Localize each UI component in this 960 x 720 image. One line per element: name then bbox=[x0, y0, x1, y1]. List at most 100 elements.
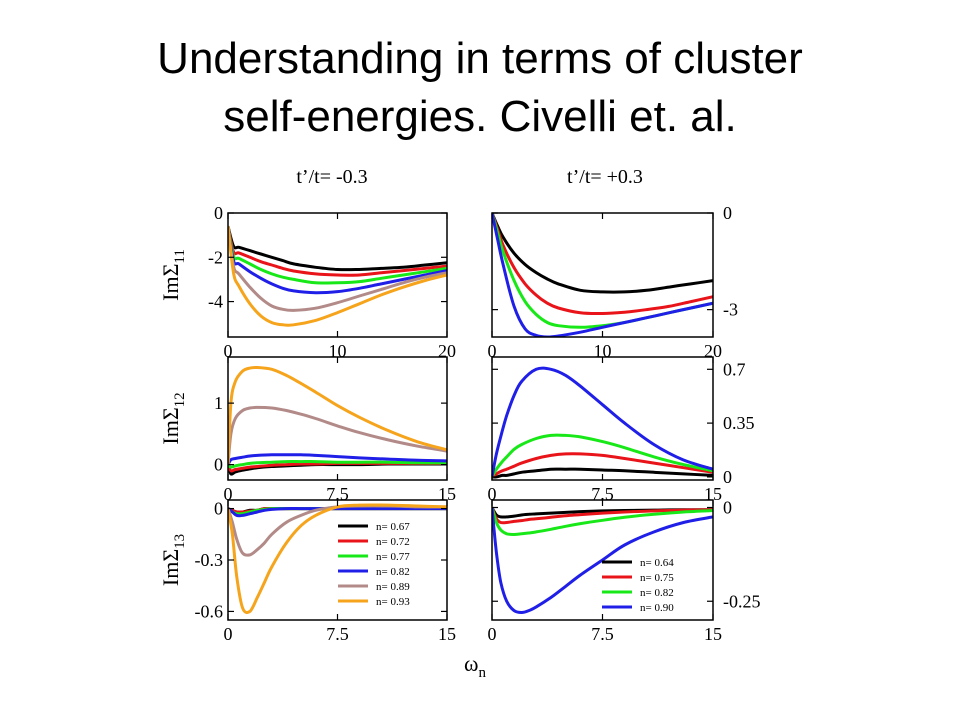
x-tick-label: 0 bbox=[224, 484, 233, 504]
x-tick-label: 7.5 bbox=[591, 624, 614, 644]
x-tick-label: 0 bbox=[488, 341, 497, 361]
y-tick-label: 0 bbox=[723, 498, 732, 518]
panel-right-middle: 0 7.5 15 0.7 0.35 0 bbox=[488, 356, 755, 504]
series-line-1 bbox=[492, 467, 713, 479]
x-axis-label-sub: n bbox=[478, 665, 486, 681]
y-axis-label: ImΣ12 bbox=[158, 392, 188, 444]
y-axis-label-sub: 11 bbox=[172, 249, 188, 263]
legend-label: n= 0.93 bbox=[376, 596, 410, 608]
legend-label: n= 0.72 bbox=[376, 536, 410, 548]
series-line-1 bbox=[492, 213, 713, 294]
legend-label: n= 0.90 bbox=[640, 602, 674, 614]
series-line-3 bbox=[228, 460, 447, 469]
x-axis-label-main: ω bbox=[464, 651, 478, 676]
x-tick-label: 15 bbox=[704, 484, 722, 504]
series-line-2 bbox=[492, 506, 713, 525]
legend-label: n= 0.67 bbox=[376, 521, 410, 533]
y-tick-label: 0.35 bbox=[723, 413, 755, 433]
x-tick-label: 10 bbox=[329, 341, 347, 361]
series-group bbox=[228, 503, 447, 615]
x-tick-label: 15 bbox=[704, 624, 722, 644]
y-axis-label-main: ImΣ bbox=[158, 264, 183, 301]
legend-label: n= 0.64 bbox=[640, 557, 674, 569]
column-title-right: t’/t= +0.3 bbox=[567, 166, 643, 188]
slide-title-line-2: self-energies. Civelli et. al. bbox=[223, 92, 737, 141]
panel-left-middle: 0 7.5 15 0 1 ImΣ12 bbox=[158, 356, 456, 504]
series-line-4 bbox=[228, 507, 447, 518]
series-line-2 bbox=[228, 461, 447, 473]
series-group bbox=[228, 365, 447, 476]
series-group bbox=[228, 225, 447, 327]
series-line-4 bbox=[492, 366, 713, 478]
y-tick-label: -0.25 bbox=[723, 591, 761, 611]
series-group bbox=[492, 506, 713, 614]
y-tick-label: -2 bbox=[208, 247, 223, 267]
y-tick-label: -4 bbox=[208, 292, 223, 312]
x-tick-label: 0 bbox=[488, 624, 497, 644]
y-axis-label-main: ImΣ bbox=[158, 407, 183, 444]
y-axis-label-sub: 13 bbox=[172, 534, 188, 549]
y-tick-label: 0 bbox=[214, 203, 223, 223]
panel-right-top: 0 10 20 0 -3 bbox=[488, 203, 739, 361]
y-tick-label: 0 bbox=[723, 203, 732, 223]
series-line-2 bbox=[228, 225, 447, 277]
series-line-3 bbox=[492, 507, 713, 536]
series-line-4 bbox=[492, 213, 713, 337]
legend-label: n= 0.82 bbox=[376, 566, 410, 578]
series-line-1 bbox=[228, 225, 447, 272]
panel-right-bottom: 0 7.5 15 0 -0.25 n= 0.64 n= 0.75 n= 0.82 n= 0.90 bbox=[488, 498, 761, 645]
series-line-5 bbox=[228, 504, 447, 557]
panel-left-top: 0 10 20 0 -2 -4 ImΣ11 bbox=[158, 203, 456, 361]
y-tick-label: -0.6 bbox=[195, 601, 224, 621]
y-tick-label: 0 bbox=[214, 499, 223, 519]
y-axis-label-sub: 12 bbox=[172, 392, 188, 407]
legend-label: n= 0.82 bbox=[640, 587, 674, 599]
y-axis-label-main: ImΣ bbox=[158, 549, 183, 586]
x-tick-label: 7.5 bbox=[326, 484, 349, 504]
plot-frame bbox=[491, 212, 714, 338]
series-group bbox=[492, 213, 713, 337]
legend-label: n= 0.89 bbox=[376, 581, 410, 593]
y-tick-label: 0 bbox=[723, 467, 732, 487]
column-title-left: t’/t= -0.3 bbox=[296, 166, 367, 188]
x-axis-label: ωn bbox=[464, 651, 486, 681]
x-tick-label: 20 bbox=[438, 341, 456, 361]
x-tick-label: 0 bbox=[488, 484, 497, 504]
series-line-3 bbox=[492, 433, 713, 478]
series-line-6 bbox=[228, 503, 447, 615]
x-tick-label: 15 bbox=[438, 624, 456, 644]
y-tick-label: -3 bbox=[723, 300, 738, 320]
series-line-6 bbox=[228, 226, 447, 327]
slide-title-line-1: Understanding in terms of cluster bbox=[157, 34, 803, 83]
series-line-5 bbox=[228, 405, 447, 465]
series-line-4 bbox=[492, 507, 713, 614]
x-tick-label: 7.5 bbox=[326, 624, 349, 644]
series-line-6 bbox=[228, 365, 447, 465]
x-tick-label: 0 bbox=[224, 341, 233, 361]
x-tick-label: 20 bbox=[704, 341, 722, 361]
y-tick-label: 1 bbox=[214, 393, 223, 413]
series-line-4 bbox=[228, 453, 447, 466]
legend-label: n= 0.77 bbox=[376, 551, 410, 563]
plot-frame bbox=[227, 499, 448, 621]
slide-title: Understanding in terms of cluster self-e… bbox=[0, 30, 960, 146]
x-tick-label: 15 bbox=[438, 484, 456, 504]
x-tick-label: 10 bbox=[594, 341, 612, 361]
legend-label: n= 0.75 bbox=[640, 572, 674, 584]
x-tick-label: 7.5 bbox=[591, 484, 614, 504]
series-group bbox=[492, 366, 713, 479]
series-line-2 bbox=[492, 452, 713, 479]
series-line-4 bbox=[228, 226, 447, 295]
series-line-2 bbox=[492, 213, 713, 316]
y-tick-label: 0 bbox=[214, 455, 223, 475]
series-line-3 bbox=[228, 226, 447, 285]
y-tick-label: 0.7 bbox=[723, 359, 746, 379]
y-axis-label: ImΣ11 bbox=[158, 249, 188, 301]
y-tick-label: -0.3 bbox=[195, 550, 224, 570]
series-line-5 bbox=[228, 226, 447, 312]
panel-left-bottom: 0 7.5 15 0 -0.3 -0.6 ImΣ13 n= 0.67 n= 0.72 n= 0.7… bbox=[158, 499, 456, 644]
x-tick-label: 0 bbox=[224, 624, 233, 644]
y-axis-label: ImΣ13 bbox=[158, 534, 188, 586]
